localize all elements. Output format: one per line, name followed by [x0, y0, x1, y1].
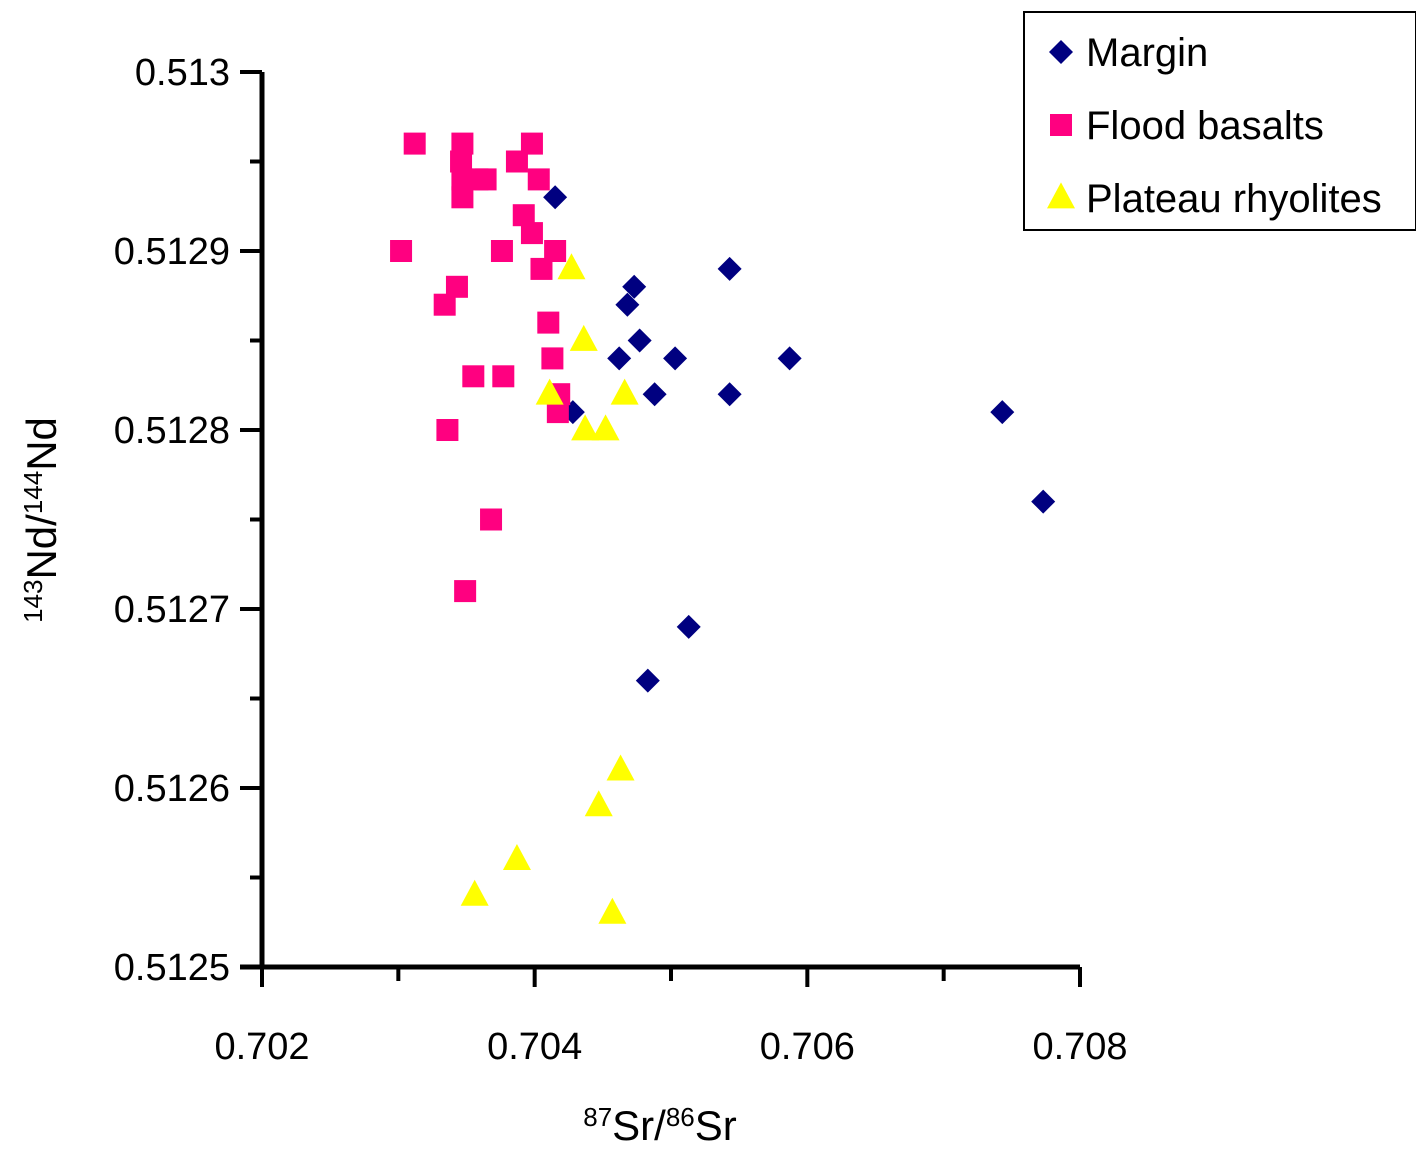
margin-point: [543, 185, 568, 210]
x-title-sup1: 87: [583, 1102, 612, 1132]
x-title-base1: Sr/: [612, 1102, 666, 1149]
flood-basalts-point: [451, 132, 474, 155]
margin-point: [717, 256, 742, 281]
y-title-base2: Nd: [18, 417, 65, 471]
y-tick-label: 0.5126: [114, 768, 230, 810]
x-axis-title: 87Sr/86Sr: [583, 1102, 737, 1149]
legend-label-plateau-rhyolites: Plateau rhyolites: [1086, 177, 1382, 221]
margin-point: [777, 346, 802, 371]
flood-basalts-point: [451, 168, 474, 191]
margin-point: [676, 614, 701, 639]
plateau-rhyolites-point: [557, 253, 586, 280]
x-tick-label: 0.702: [214, 1026, 309, 1068]
plateau-rhyolites-point: [502, 844, 531, 870]
flood-basalts-point: [520, 222, 543, 245]
y-tick-label: 0.5128: [114, 410, 230, 452]
flood-basalts-point: [490, 240, 513, 262]
y-ticks: 0.5125 0.5126 0.5127 0.5128 0.5129 0.513: [114, 52, 262, 989]
y-tick-label: 0.5127: [114, 589, 230, 631]
y-axis-title: 143Nd/144Nd: [18, 417, 65, 623]
flood-basalts-point: [537, 311, 560, 334]
x-ticks: 0.702 0.704 0.706 0.708: [214, 967, 1128, 1068]
legend: Margin Flood basalts Plateau rhyolites: [1023, 11, 1416, 231]
legend-label-flood-basalts: Flood basalts: [1086, 104, 1324, 148]
x-title-base2: Sr: [695, 1102, 737, 1149]
margin-point: [615, 292, 640, 317]
margin-point: [627, 328, 652, 353]
margin-point: [642, 382, 667, 407]
plateau-rhyolites-point: [460, 879, 489, 906]
plateau-rhyolites-point: [606, 754, 635, 781]
flood-basalts-point: [403, 132, 426, 155]
flood-basalts-point: [527, 168, 550, 191]
legend-marker-flood-basalts: [1050, 114, 1072, 136]
flood-basalts-point: [530, 257, 553, 280]
flood-basalts-point: [480, 508, 503, 531]
data-points: [390, 132, 1056, 924]
x-tick-label: 0.708: [1032, 1026, 1127, 1068]
plateau-rhyolites-point: [584, 790, 613, 817]
x-tick-label: 0.704: [487, 1026, 582, 1068]
y-tick-label: 0.513: [135, 52, 230, 94]
flood-basalts-point: [450, 150, 473, 173]
flood-basalts-point: [512, 204, 535, 227]
margin-point: [622, 274, 647, 299]
margin-point: [717, 382, 742, 407]
flood-basalts-point: [454, 580, 477, 603]
flood-basalts-point: [445, 275, 468, 298]
plateau-rhyolites-point: [598, 897, 627, 924]
flood-basalts-point: [492, 365, 515, 388]
y-title-sup1: 143: [18, 580, 48, 623]
margin-point: [990, 400, 1015, 425]
margin-point: [635, 668, 660, 693]
plateau-rhyolites-point: [610, 378, 639, 405]
flood-basalts-point: [520, 132, 543, 155]
flood-basalts-point: [436, 419, 459, 441]
flood-basalts-point: [544, 240, 567, 262]
flood-basalts-point: [390, 240, 413, 262]
margin-point: [607, 346, 632, 371]
axes: [240, 72, 1080, 970]
y-title-base1: Nd/: [18, 514, 65, 580]
legend-box: [1023, 11, 1416, 231]
plateau-rhyolites-point: [571, 414, 600, 441]
flood-basalts-point: [541, 347, 564, 370]
flood-basalts-point: [433, 293, 456, 316]
legend-label-margin: Margin: [1086, 31, 1208, 75]
margin-point: [1031, 489, 1056, 514]
legend-marker-margin: [1049, 40, 1073, 64]
flood-basalts-point: [451, 186, 474, 209]
x-title-sup2: 86: [666, 1102, 695, 1132]
y-title-sup2: 144: [18, 471, 48, 514]
plateau-rhyolites-point: [535, 378, 564, 405]
plateau-rhyolites-point: [569, 324, 598, 351]
x-tick-label: 0.706: [760, 1026, 855, 1068]
legend-marker-plateau-rhyolites: [1047, 182, 1075, 209]
margin-point: [663, 346, 688, 371]
y-tick-label: 0.5125: [114, 947, 230, 989]
flood-basalts-point: [462, 365, 485, 388]
plateau-rhyolites-point: [591, 414, 620, 441]
flood-basalts-point: [546, 401, 569, 424]
flood-basalts-point: [505, 150, 528, 173]
y-tick-label: 0.5129: [114, 231, 230, 273]
